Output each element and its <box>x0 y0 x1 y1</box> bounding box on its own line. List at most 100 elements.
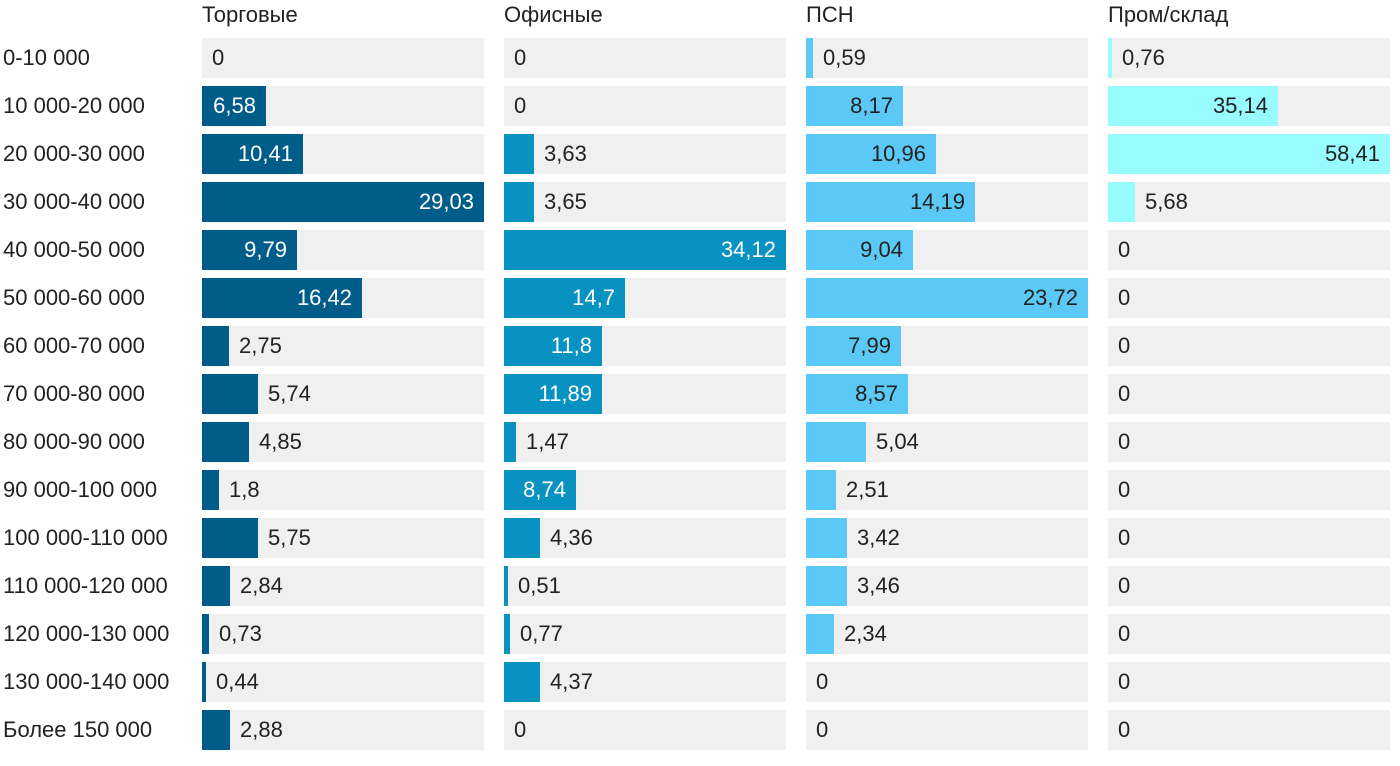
bar-track: 5,68 <box>1108 182 1390 222</box>
bar-track: 14,7 <box>504 278 786 318</box>
bar-track: 2,34 <box>806 614 1088 654</box>
bar-track: 58,41 <box>1108 134 1390 174</box>
category-label: 10 000-20 000 <box>3 93 145 118</box>
category-label: 70 000-80 000 <box>3 381 145 406</box>
bar-track: 0,44 <box>202 662 484 702</box>
value-label: 10,41 <box>237 141 293 166</box>
bar-track: 3,63 <box>504 134 786 174</box>
value-label: 0 <box>1118 381 1131 406</box>
bar-track: 5,74 <box>202 374 484 414</box>
bar-track: 0,51 <box>504 566 786 606</box>
value-label: 0 <box>1118 333 1131 358</box>
bar <box>202 662 206 702</box>
series-title: Торговые <box>202 2 298 27</box>
value-label: 14,19 <box>909 189 965 214</box>
bar-track: 4,37 <box>504 662 786 702</box>
value-label: 9,04 <box>860 237 903 262</box>
value-label: 5,04 <box>876 429 919 454</box>
bar-track: 0 <box>1108 374 1390 414</box>
bar <box>202 230 297 270</box>
bar <box>202 422 249 462</box>
category-label: 90 000-100 000 <box>3 477 158 502</box>
category-label: 110 000-120 000 <box>3 573 168 598</box>
category-label: 130 000-140 000 <box>3 669 170 694</box>
value-label: 34,12 <box>720 237 776 262</box>
bar <box>1108 182 1135 222</box>
bar <box>202 470 219 510</box>
value-label: 2,75 <box>239 333 282 358</box>
bar-track: 0 <box>1108 566 1390 606</box>
bar <box>806 134 936 174</box>
value-label: 0 <box>1118 237 1131 262</box>
bar-track: 11,89 <box>504 374 786 414</box>
bar-track: 2,75 <box>202 326 484 366</box>
category-label: 30 000-40 000 <box>3 189 145 214</box>
value-label: 5,68 <box>1145 189 1188 214</box>
bar-track: 0,73 <box>202 614 484 654</box>
bar-track: 0 <box>806 662 1088 702</box>
bar-track: 10,41 <box>202 134 484 174</box>
bar-track: 35,14 <box>1108 86 1390 126</box>
value-label: 0 <box>212 45 225 70</box>
bar-track: 16,42 <box>202 278 484 318</box>
bar-track: 29,03 <box>202 182 484 222</box>
bar-track: 0 <box>1108 470 1390 510</box>
value-label: 16,42 <box>296 285 352 310</box>
bar-track: 6,58 <box>202 86 484 126</box>
bar <box>504 230 786 270</box>
value-label: 5,75 <box>268 525 311 550</box>
value-label: 0 <box>1118 669 1131 694</box>
value-label: 0,51 <box>518 573 561 598</box>
bar <box>1108 134 1390 174</box>
category-label: Более 150 000 <box>3 717 153 742</box>
bar <box>806 518 847 558</box>
bar <box>806 182 975 222</box>
bar-track: 3,46 <box>806 566 1088 606</box>
value-label: 11,89 <box>538 381 592 406</box>
value-label: 2,88 <box>240 717 283 742</box>
bar-track: 5,75 <box>202 518 484 558</box>
bar <box>806 422 866 462</box>
value-label: 3,65 <box>544 189 587 214</box>
bar <box>806 326 901 366</box>
value-label: 0 <box>816 717 829 742</box>
value-label: 0 <box>1118 717 1131 742</box>
bar-track: 23,72 <box>806 278 1088 318</box>
value-label: 1,8 <box>229 477 260 502</box>
bar <box>806 230 913 270</box>
category-label: 40 000-50 000 <box>3 237 145 262</box>
bar <box>202 86 266 126</box>
bar <box>504 374 602 414</box>
bar <box>504 614 510 654</box>
value-label: 4,85 <box>259 429 302 454</box>
value-label: 0 <box>514 45 527 70</box>
series-title: ПСН <box>806 2 854 27</box>
bar-track: 0 <box>1108 710 1390 750</box>
category-label: 100 000-110 000 <box>3 525 168 550</box>
bar <box>202 566 230 606</box>
bar-track: 7,99 <box>806 326 1088 366</box>
category-label: 20 000-30 000 <box>3 141 145 166</box>
bar <box>504 566 508 606</box>
bar-track: 4,36 <box>504 518 786 558</box>
bar-track: 0 <box>1108 278 1390 318</box>
bar-track: 3,42 <box>806 518 1088 558</box>
value-label: 11,8 <box>550 333 592 358</box>
bar-track: 0 <box>1108 230 1390 270</box>
bar <box>202 374 258 414</box>
bar-track: 8,17 <box>806 86 1088 126</box>
bar-track: 1,8 <box>202 470 484 510</box>
bar-track: 9,04 <box>806 230 1088 270</box>
value-label: 5,74 <box>268 381 311 406</box>
bar-track: 0 <box>1108 518 1390 558</box>
bar <box>806 38 813 78</box>
bar <box>504 134 534 174</box>
bar-track: 0 <box>1108 422 1390 462</box>
value-label: 23,72 <box>1022 285 1078 310</box>
value-label: 9,79 <box>244 237 287 262</box>
value-label: 0,77 <box>520 621 563 646</box>
value-label: 0 <box>1118 429 1131 454</box>
value-label: 2,51 <box>846 477 889 502</box>
category-label: 60 000-70 000 <box>3 333 145 358</box>
bar-track: 0 <box>806 710 1088 750</box>
